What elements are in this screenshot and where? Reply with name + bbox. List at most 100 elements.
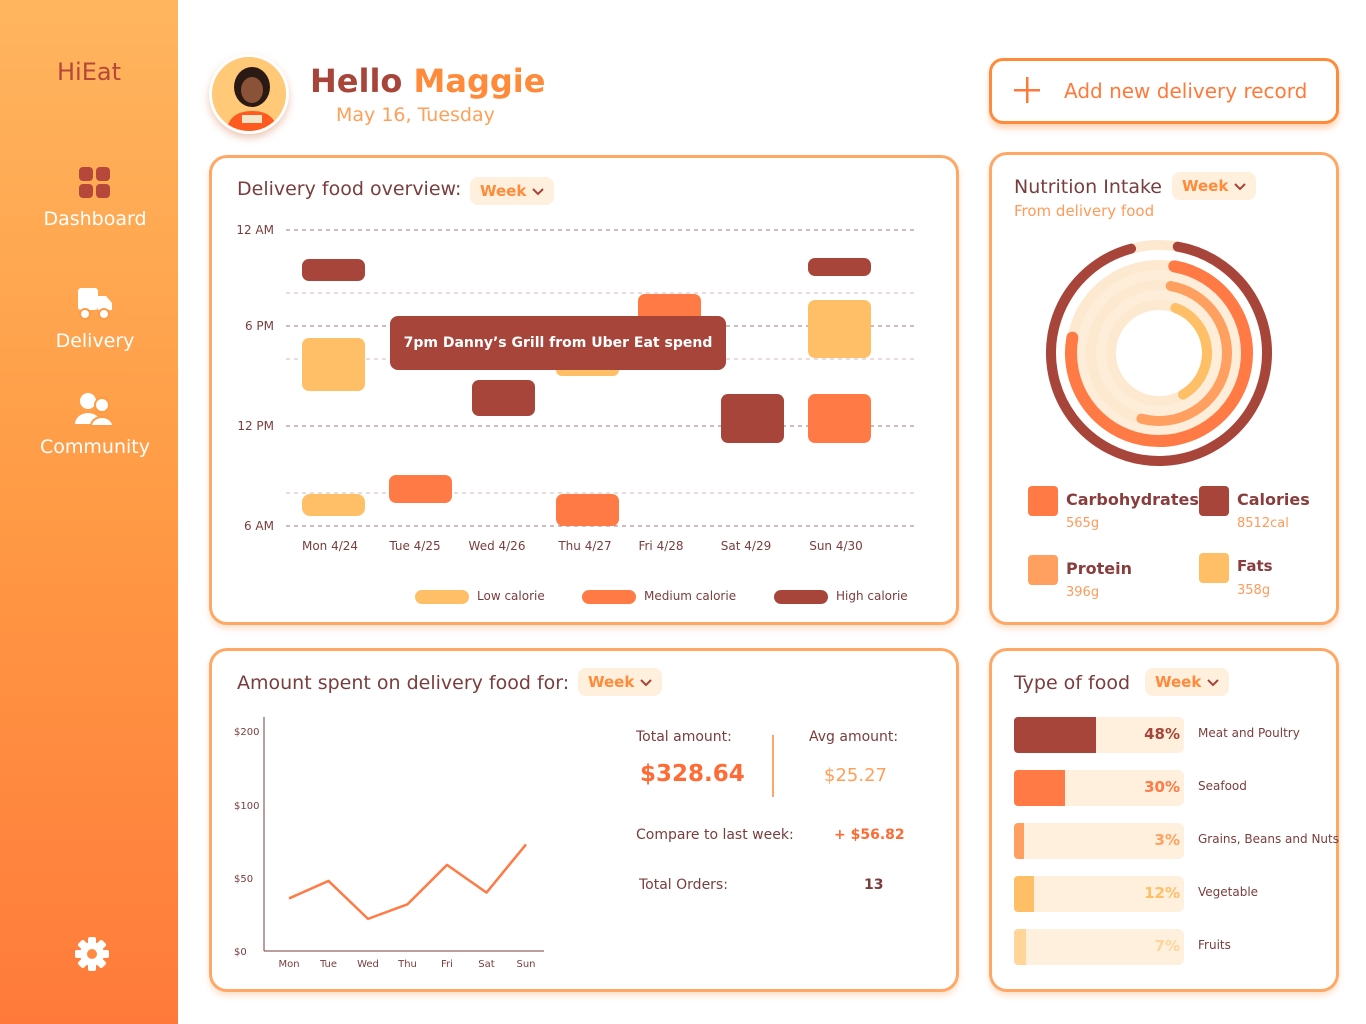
food-type-bar-track: 48% (1014, 717, 1184, 753)
community-icon (75, 393, 115, 427)
x-tick-label: Sun (516, 959, 535, 970)
time-label: 6 PM (245, 319, 274, 333)
food-type-row: 30% Seafood (1014, 770, 1334, 806)
spend-series-line (288, 843, 527, 921)
food-type-bar-track: 3% (1014, 823, 1184, 859)
dashboard-icon (79, 167, 110, 198)
x-tick-label: Thu (397, 959, 417, 970)
food-type-percent: 48% (1144, 725, 1180, 743)
delivery-block (808, 258, 871, 276)
day-label: Sat 4/29 (721, 539, 771, 553)
delivery-block (472, 380, 535, 416)
chevron-down-icon (640, 678, 653, 686)
y-tick-label: $200 (234, 727, 259, 738)
sidebar-item-dashboard[interactable]: Dashboard (0, 166, 190, 230)
plus-icon (1014, 77, 1040, 103)
delivery-block (556, 494, 619, 526)
truck-icon (78, 288, 112, 320)
food-type-percent: 12% (1144, 884, 1180, 902)
nutrition-radial-chart (1046, 240, 1272, 466)
time-label: 12 AM (236, 223, 274, 237)
nutrition-intake-card: Nutrition Intake Week From delivery food… (989, 152, 1339, 625)
nutrition-arc (1170, 302, 1212, 400)
x-tick-label: Sat (478, 959, 494, 970)
day-label: Thu 4/27 (557, 539, 611, 553)
delivery-overview-card: Delivery food overview: Week 12 AM 6 PM … (209, 155, 959, 625)
sidebar: HiEat Dashboard Delivery Community (0, 0, 178, 1024)
food-type-row: 7% Fruits (1014, 929, 1334, 965)
x-tick-label: Tue (319, 959, 337, 970)
food-type-name: Meat and Poultry (1198, 726, 1300, 740)
food-type-name: Vegetable (1198, 885, 1259, 899)
compare-label: Compare to last week: (636, 827, 794, 843)
food-type-percent: 7% (1154, 937, 1180, 955)
add-delivery-record-button[interactable]: Add new delivery record (989, 58, 1339, 124)
delivery-block (808, 394, 871, 443)
total-orders-value: 13 (864, 877, 884, 893)
delivery-block (302, 259, 365, 281)
chevron-down-icon (532, 187, 545, 195)
app-logo: HiEat (57, 58, 121, 86)
food-type-row: 48% Meat and Poultry (1014, 717, 1334, 753)
chevron-down-icon (1234, 182, 1247, 190)
add-delivery-record-label: Add new delivery record (1064, 79, 1308, 103)
x-tick-label: Fri (441, 959, 453, 970)
sidebar-item-label: Community (40, 436, 150, 458)
nutrition-arc (1136, 281, 1232, 426)
sidebar-item-label: Dashboard (43, 208, 147, 230)
chevron-down-icon (1207, 678, 1220, 686)
time-label: 12 PM (237, 419, 274, 433)
avatar[interactable] (209, 54, 289, 134)
food-type-name: Grains, Beans and Nuts (1198, 832, 1339, 846)
overview-period-dropdown[interactable]: Week (470, 177, 555, 205)
spent-title: Amount spent on delivery food for: (237, 672, 570, 694)
legend-high-calorie: High calorie (774, 589, 908, 604)
food-type-name: Fruits (1198, 938, 1231, 952)
overview-timeline: 12 AM 6 PM 12 PM 6 AM Mon 4/24 Tue 4/25 … (236, 223, 914, 553)
delivery-block (389, 475, 452, 503)
food-type-percent: 3% (1154, 831, 1180, 849)
food-type-title: Type of food (1014, 672, 1131, 694)
nutrition-period-dropdown[interactable]: Week (1172, 172, 1257, 200)
food-type-bar-fill (1014, 770, 1065, 806)
y-tick-label: $50 (234, 874, 253, 885)
sidebar-item-community[interactable]: Community (0, 392, 190, 458)
legend-medium-calorie: Medium calorie (582, 589, 736, 604)
y-tick-label: $100 (234, 801, 259, 812)
day-label: Sun 4/30 (809, 539, 863, 553)
food-type-bar-fill (1014, 717, 1096, 753)
type-of-food-card: Type of food Week 48% Meat and Poultry 30%… (989, 648, 1339, 992)
delivery-block (721, 394, 784, 443)
sidebar-item-delivery[interactable]: Delivery (0, 284, 190, 352)
stats-divider (772, 735, 774, 797)
food-type-bar-fill (1014, 823, 1024, 859)
food-type-percent: 30% (1144, 778, 1180, 796)
x-tick-label: Mon (278, 959, 299, 970)
x-tick-label: Wed (357, 959, 379, 970)
day-label: Mon 4/24 (302, 539, 358, 553)
delivery-block (302, 494, 365, 516)
nutrition-title: Nutrition Intake (1014, 176, 1162, 198)
sidebar-item-label: Delivery (55, 330, 135, 352)
time-label: 6 AM (244, 519, 274, 533)
spend-line-chart: $200 $100 $50 $0 Mon Tue Wed Thu Fri Sat Sun (234, 717, 544, 970)
day-label: Wed 4/26 (469, 539, 526, 553)
delivery-block (302, 338, 365, 391)
gear-icon[interactable] (74, 936, 110, 972)
total-amount-value: $328.64 (640, 761, 745, 787)
delivery-block (808, 300, 871, 358)
spent-period-dropdown[interactable]: Week (578, 668, 663, 696)
food-type-row: 3% Grains, Beans and Nuts (1014, 823, 1339, 859)
amount-spent-card: Amount spent on delivery food for: Week … (209, 648, 959, 992)
food-type-row: 12% Vegetable (1014, 876, 1334, 912)
total-orders-label: Total Orders: (639, 877, 728, 893)
food-type-period-dropdown[interactable]: Week (1145, 668, 1230, 696)
nutrition-subtitle: From delivery food (1014, 202, 1155, 220)
food-type-name: Seafood (1198, 779, 1247, 793)
compare-value: + $56.82 (834, 827, 905, 843)
avg-amount-label: Avg amount: (809, 729, 899, 745)
food-type-bar-fill (1014, 876, 1035, 912)
food-type-bar-track: 30% (1014, 770, 1184, 806)
y-tick-label: $0 (234, 947, 247, 958)
food-type-bar-fill (1014, 929, 1026, 965)
